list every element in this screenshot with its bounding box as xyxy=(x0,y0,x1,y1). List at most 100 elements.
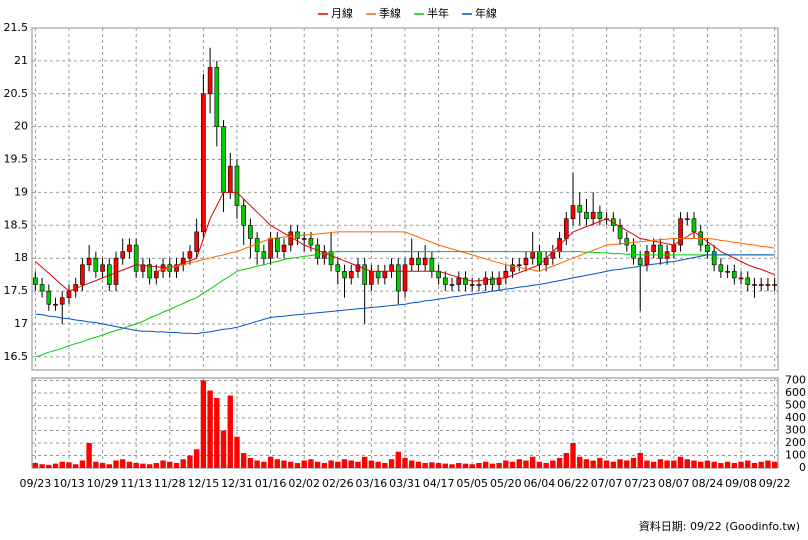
candle-body xyxy=(644,251,650,266)
candle-body xyxy=(335,264,341,272)
volume-bar xyxy=(718,463,724,468)
volume-bar xyxy=(93,461,99,468)
y-tick-label: 18 xyxy=(14,251,28,264)
candle-body xyxy=(496,277,502,285)
candle-body xyxy=(322,251,327,259)
x-tick-label: 06/22 xyxy=(557,477,589,490)
volume-bar xyxy=(731,463,738,468)
candle-body xyxy=(684,218,690,221)
volume-bar xyxy=(449,464,455,468)
candle-body xyxy=(631,244,636,259)
volume-bar xyxy=(254,460,260,468)
y-tick-label: 19.5 xyxy=(4,153,29,166)
volume-bar xyxy=(597,458,603,468)
candle-body xyxy=(678,218,683,246)
candle-body xyxy=(140,264,146,272)
candle-body xyxy=(530,251,536,259)
volume-bar xyxy=(321,463,328,468)
x-tick-label: 03/16 xyxy=(356,477,388,490)
candle-body xyxy=(731,271,737,279)
candle-body xyxy=(369,271,374,285)
candle-body xyxy=(658,244,663,259)
volume-bar xyxy=(496,463,502,468)
volume-bar xyxy=(335,461,341,468)
x-tick-label: 06/04 xyxy=(524,477,556,490)
volume-bar xyxy=(523,460,529,468)
volume-bar xyxy=(314,461,321,468)
x-tick-label: 09/22 xyxy=(759,477,791,490)
candle-body xyxy=(86,257,92,266)
volume-bar xyxy=(348,460,354,468)
volume-bar xyxy=(442,463,449,468)
candle-body xyxy=(348,271,354,279)
x-tick-label: 11/13 xyxy=(120,477,152,490)
volume-bar xyxy=(220,430,227,468)
volume-bar xyxy=(590,460,596,468)
volume-bar xyxy=(422,463,428,468)
volume-bar xyxy=(382,463,388,468)
candle-body xyxy=(577,205,583,213)
volume-bar xyxy=(86,443,92,468)
candle-body xyxy=(382,271,388,279)
volume-bar xyxy=(113,460,119,468)
volume-bar xyxy=(66,462,72,468)
candle-body xyxy=(456,277,462,285)
candle-body xyxy=(671,244,677,252)
legend-label: 月線 xyxy=(331,6,353,20)
y-tick-label: 17.5 xyxy=(4,284,29,297)
candle-body xyxy=(469,284,475,286)
candle-body xyxy=(308,238,314,246)
candle-body xyxy=(590,211,596,220)
candle-body xyxy=(301,238,307,240)
volume-bar xyxy=(146,464,153,468)
y-tick-label: 21.5 xyxy=(4,21,29,34)
volume-bar xyxy=(724,461,731,468)
volume-bar xyxy=(388,459,395,468)
ma-line xyxy=(156,231,775,272)
candle-body xyxy=(93,257,99,272)
candle-body xyxy=(355,264,361,272)
volume-bar xyxy=(173,463,180,468)
volume-bar xyxy=(415,461,422,468)
volume-bar xyxy=(79,460,86,468)
volume-bar xyxy=(39,464,45,468)
candle-body xyxy=(691,218,697,233)
volume-bar xyxy=(308,459,314,468)
candle-body xyxy=(765,284,771,286)
candle-body xyxy=(362,264,367,285)
volume-bar xyxy=(288,461,294,468)
legend-label: 年線 xyxy=(475,6,497,20)
volume-bar xyxy=(637,453,643,468)
candle-body xyxy=(738,277,744,280)
x-tick-label: 07/23 xyxy=(624,477,656,490)
candle-body xyxy=(261,251,267,259)
volume-bar xyxy=(684,459,690,468)
volume-bar xyxy=(301,460,307,468)
volume-bar xyxy=(133,463,139,468)
x-tick-label: 01/16 xyxy=(255,477,287,490)
volume-bar xyxy=(274,459,280,468)
x-tick-label: 08/24 xyxy=(692,477,724,490)
candle-body xyxy=(274,238,280,252)
volume-bar xyxy=(758,461,764,468)
candle-body xyxy=(248,225,253,239)
volume-bar xyxy=(456,463,462,468)
volume-bar xyxy=(247,458,254,468)
candle-body xyxy=(422,257,428,266)
candle-body xyxy=(651,244,656,252)
volume-bar xyxy=(207,390,213,468)
volume-bar xyxy=(52,463,59,468)
candle-body xyxy=(194,231,199,252)
candle-body xyxy=(241,205,247,226)
volume-bar xyxy=(187,455,193,468)
volume-bar xyxy=(644,460,650,468)
candle-body xyxy=(624,238,630,246)
y-tick-label: 20.5 xyxy=(4,87,29,100)
volume-tick-label: 500 xyxy=(785,399,806,412)
volume-bar xyxy=(140,463,146,468)
volume-bar xyxy=(711,461,717,468)
volume-bar xyxy=(153,463,160,468)
volume-bar xyxy=(738,461,744,468)
candle-body xyxy=(483,277,488,285)
candle-body xyxy=(563,218,569,239)
